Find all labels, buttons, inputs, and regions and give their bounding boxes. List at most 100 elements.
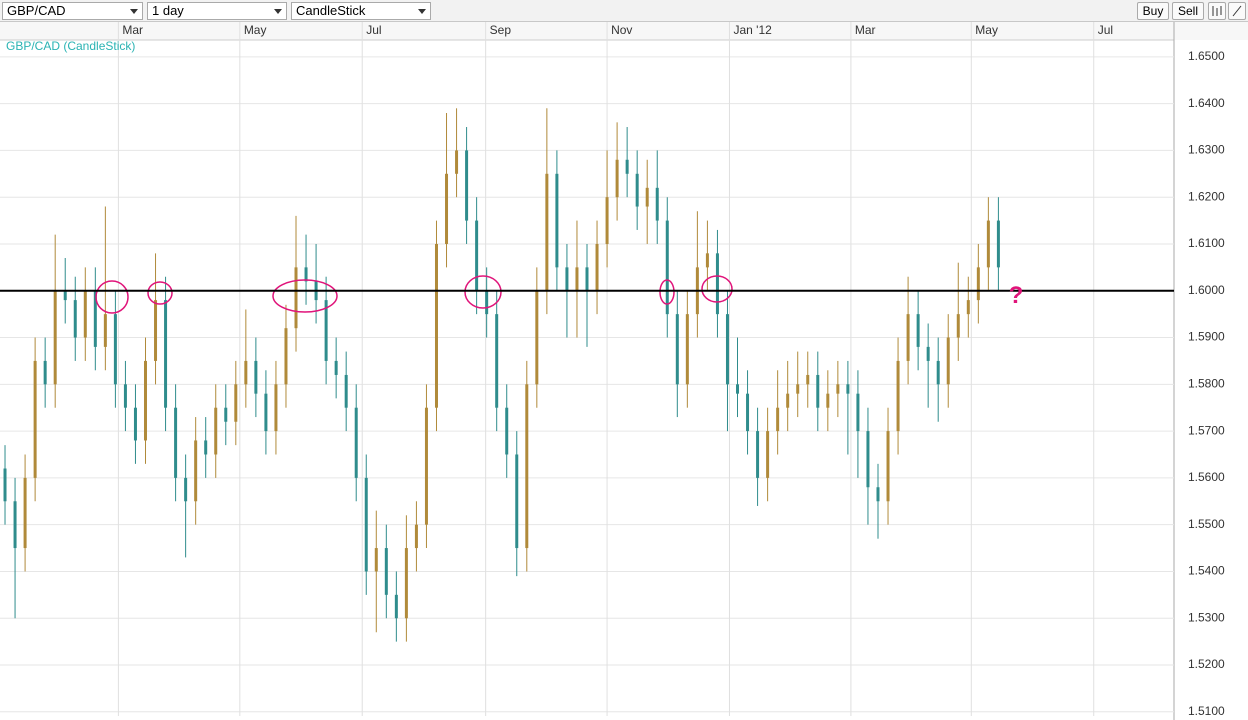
circle [464,275,502,309]
candle-body [324,300,328,361]
candle-body [655,187,659,221]
candle-body [485,290,489,315]
candle-body [143,360,147,441]
candle-body [113,314,117,385]
annotation-circles [95,275,733,314]
candle-body [73,300,77,338]
candle-body [976,267,980,301]
candle-body [404,548,408,619]
candle-body [555,173,559,268]
candle-body [996,220,1000,268]
candle-body [986,220,990,268]
candle-body [595,243,599,291]
x-tick-label: Nov [611,23,632,37]
candle-body [936,360,940,385]
candle-body [33,360,37,478]
chart-icon-button[interactable] [1208,2,1226,20]
y-tick-label: 1.5800 [1188,376,1225,390]
candle-body [334,360,338,375]
candle-body [515,454,519,549]
candle-body [103,314,107,347]
candle-body [826,393,830,408]
symbol-select[interactable]: GBP/CAD [2,2,143,20]
candle-body [3,468,7,502]
candle-body [665,220,669,315]
candle-body [63,290,67,301]
candle-body [414,524,418,549]
x-tick-label: Sep [490,23,512,37]
y-tick-label: 1.6200 [1188,189,1225,203]
y-tick-label: 1.6100 [1188,236,1225,250]
candle-body [736,384,740,394]
sell-button[interactable]: Sell [1172,2,1204,20]
line-icon [1232,5,1242,17]
x-tick-label: Jul [1098,23,1113,37]
candle-body [244,360,248,385]
candle-body [384,548,388,595]
candle-body [625,159,629,174]
candle-body [455,150,459,174]
y-tick-label: 1.6300 [1188,143,1225,157]
x-tick-label: Mar [855,23,876,37]
candle-body [786,393,790,408]
candle-body [876,487,880,502]
draw-icon-button[interactable] [1228,2,1246,20]
candle-body [43,360,47,385]
candle-body [645,187,649,207]
candle-body [93,290,97,347]
y-tick-label: 1.6000 [1188,283,1225,297]
y-tick-label: 1.5700 [1188,423,1225,437]
grid [0,22,1174,716]
candle-body [605,197,609,244]
y-tick-label: 1.6400 [1188,96,1225,110]
candle-body [906,314,910,361]
candle-body [806,374,810,385]
circle [701,275,733,303]
candle-body [926,346,930,361]
candle-body [174,407,178,478]
candle-body [966,300,970,315]
candle-body [575,267,579,291]
candle-body [715,253,719,315]
candle-body [635,173,639,207]
candle-body [23,477,27,549]
buy-button[interactable]: Buy [1137,2,1169,20]
candle-body [505,407,509,455]
candle-body [856,393,860,432]
x-tick-label: May [975,23,998,37]
y-tick-label: 1.5600 [1188,470,1225,484]
chart: GBP/CAD (CandleStick) 1.5100 1.5200 1.5300… [0,22,1248,720]
candle-body [495,314,499,408]
circle [147,281,173,305]
candle-body [525,384,529,549]
style-select[interactable]: CandleStick [291,2,431,20]
x-tick-label: May [244,23,267,37]
candle-body [685,314,689,385]
candle-body [123,384,127,408]
candle-body [53,290,57,385]
candle-body [756,431,760,478]
candle-body [354,407,358,478]
series-label: GBP/CAD (CandleStick) [6,39,135,53]
toolbar: GBP/CAD 1 day CandleStick Buy Sell [0,0,1248,22]
annotation: ? [1009,282,1024,309]
x-tick-label: Jul [366,23,381,37]
y-tick-label: 1.5200 [1188,657,1225,671]
interval-select[interactable]: 1 day [147,2,287,20]
candle-body [886,431,890,502]
candle-body [766,431,770,478]
candle-body [896,360,900,432]
candle-body [946,337,950,385]
candle-body [204,440,208,455]
circle [659,279,675,305]
candle-body [344,374,348,408]
candle-body [274,384,278,432]
candle-body [746,393,750,432]
circle [272,279,338,313]
candle-body [445,173,449,244]
candle-body [424,407,428,525]
y-tick-label: 1.5400 [1188,564,1225,578]
candle-body [585,267,589,291]
y-tick-label: 1.5300 [1188,610,1225,624]
